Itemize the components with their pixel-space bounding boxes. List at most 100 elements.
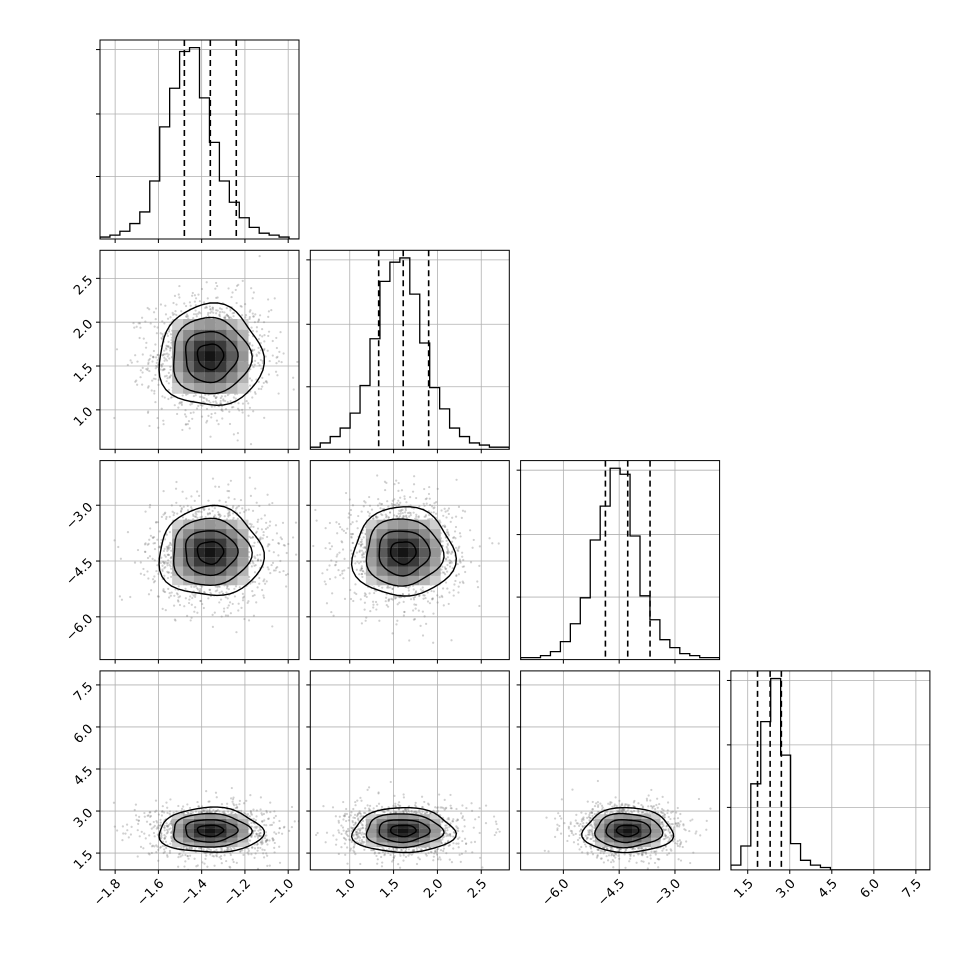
sample-point [341,572,344,575]
sample-point [442,514,445,517]
sample-point [161,569,164,573]
sample-point [164,609,167,612]
sample-point [263,819,266,822]
sample-point [168,349,172,352]
sample-point [162,368,165,371]
sample-point [241,592,244,595]
sample-point [175,810,178,813]
sample-point [399,501,402,504]
sample-point [221,310,224,314]
sample-point [154,521,158,524]
sample-point [196,864,199,867]
sample-point [275,567,278,570]
sample-point [222,592,225,595]
sample-point [151,536,154,539]
sample-point [216,852,219,855]
sample-point [185,423,188,426]
sample-point [442,604,445,607]
sample-point [409,512,412,515]
sample-point [163,837,166,840]
sample-point [304,575,306,577]
sample-point [219,396,222,400]
sample-point [254,359,257,362]
density-cell [183,361,194,373]
sample-point [150,827,153,830]
density-cell [237,547,249,558]
sample-point [440,549,443,552]
sample-point [207,499,210,502]
sample-point [347,516,350,519]
sample-point [162,560,165,564]
sample-point [207,597,210,600]
sample-point [222,399,225,402]
sample-point [274,370,278,373]
sample-point [223,811,226,815]
sample-point [155,520,158,524]
sample-point [152,355,155,359]
sample-point [224,399,227,403]
sample-point [241,408,244,411]
sample-point [256,867,260,870]
density-cell [226,529,238,539]
sample-point [267,315,270,318]
sample-point [211,308,215,311]
sample-point [374,600,378,604]
sample-point [446,544,449,547]
sample-point [150,589,153,592]
sample-point [205,399,209,402]
sample-point [193,610,196,613]
sample-point [155,364,158,368]
sample-point [430,589,433,593]
sample-point [226,489,229,493]
sample-point [254,557,257,560]
sample-point [255,601,258,604]
sample-point [163,574,166,577]
sample-point [445,516,448,519]
sample-point [360,572,364,576]
sample-point [169,561,172,564]
sample-point [368,512,371,515]
sample-point [166,825,169,828]
sample-point [236,432,240,435]
sample-point [364,619,367,622]
sample-point [407,586,410,589]
sample-point [261,335,264,338]
density-cell [193,319,205,330]
sample-point [363,545,367,549]
sample-point [412,598,416,601]
sample-point [241,411,244,414]
density-cell [237,529,249,539]
sample-point [364,501,367,504]
sample-point [246,601,249,605]
sample-point [170,504,173,507]
sample-point [391,587,394,590]
sample-point [426,600,430,603]
sample-point [430,505,434,508]
density-cell [183,557,194,567]
sample-point [223,316,227,319]
sample-point [134,354,137,357]
sample-point [146,386,150,389]
sample-point [448,561,451,564]
sample-point [399,512,402,515]
density-cell [193,383,205,394]
sample-point [278,350,281,353]
sample-point [444,510,447,513]
contour-line [196,343,225,371]
sample-point [403,497,406,500]
density-cell [365,557,377,567]
sample-point [180,507,183,510]
sample-point [237,602,240,605]
sample-point [210,810,213,813]
sample-point [220,847,223,851]
sample-point [385,514,388,518]
sample-point [445,545,448,549]
sample-point [360,566,363,570]
density-cell [215,340,227,352]
sample-point [234,397,237,400]
sample-point [399,496,402,499]
sample-point [402,614,405,617]
sample-point [197,404,200,408]
density-cell [172,566,184,576]
sample-point [200,847,203,850]
